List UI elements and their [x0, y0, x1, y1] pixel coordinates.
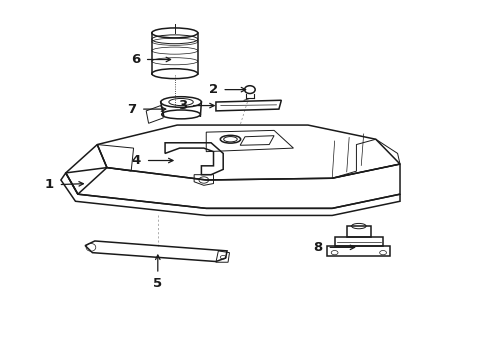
Text: 6: 6	[131, 53, 140, 66]
Text: 1: 1	[45, 178, 53, 191]
Text: 8: 8	[313, 241, 322, 254]
Text: 7: 7	[127, 103, 136, 116]
Text: 2: 2	[209, 83, 219, 96]
Text: 4: 4	[132, 154, 141, 167]
Text: 3: 3	[177, 99, 187, 112]
Text: 5: 5	[153, 278, 162, 291]
